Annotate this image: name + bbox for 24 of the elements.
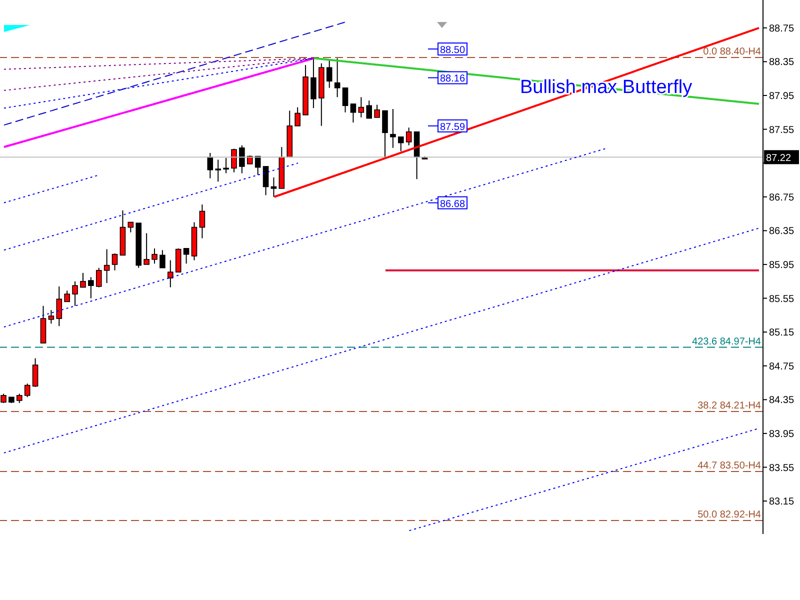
y-tick-label: 83.15 [769, 496, 794, 508]
ref-line-label: 423.6 84.97-H4 [692, 336, 762, 348]
ref-line-label: 50.0 82.92-H4 [698, 509, 762, 520]
y-tick-label: 83.55 [769, 462, 794, 474]
annotation: 87.59 [440, 122, 466, 133]
y-tick-label: 88.75 [769, 23, 794, 34]
ref-line-label: 87.22 [766, 153, 792, 164]
annotation: 88.16 [440, 74, 466, 85]
y-tick-label: 86.75 [769, 192, 794, 204]
ref-line-label: 38.2 84.21-H4 [698, 400, 762, 412]
y-tick-label: 85.55 [769, 294, 794, 305]
y-tick-label: 84.75 [769, 361, 794, 372]
y-tick-label: 86.35 [769, 226, 794, 238]
y-tick-label: 85.95 [769, 260, 794, 272]
y-tick-label: 83.95 [769, 429, 794, 440]
y-tick-label: 87.95 [769, 91, 794, 102]
y-tick-label: 84.35 [769, 395, 794, 406]
annotation: 86.68 [440, 198, 466, 210]
annotation: 88.50 [440, 45, 466, 56]
ref-line-label: 44.7 83.50-H4 [698, 460, 762, 472]
y-tick-label: 87.55 [769, 124, 794, 136]
y-tick-label: 88.35 [769, 57, 794, 68]
y-tick-label: 85.15 [769, 328, 794, 339]
ref-line-label: 0.0 88.40-H4 [703, 46, 762, 58]
